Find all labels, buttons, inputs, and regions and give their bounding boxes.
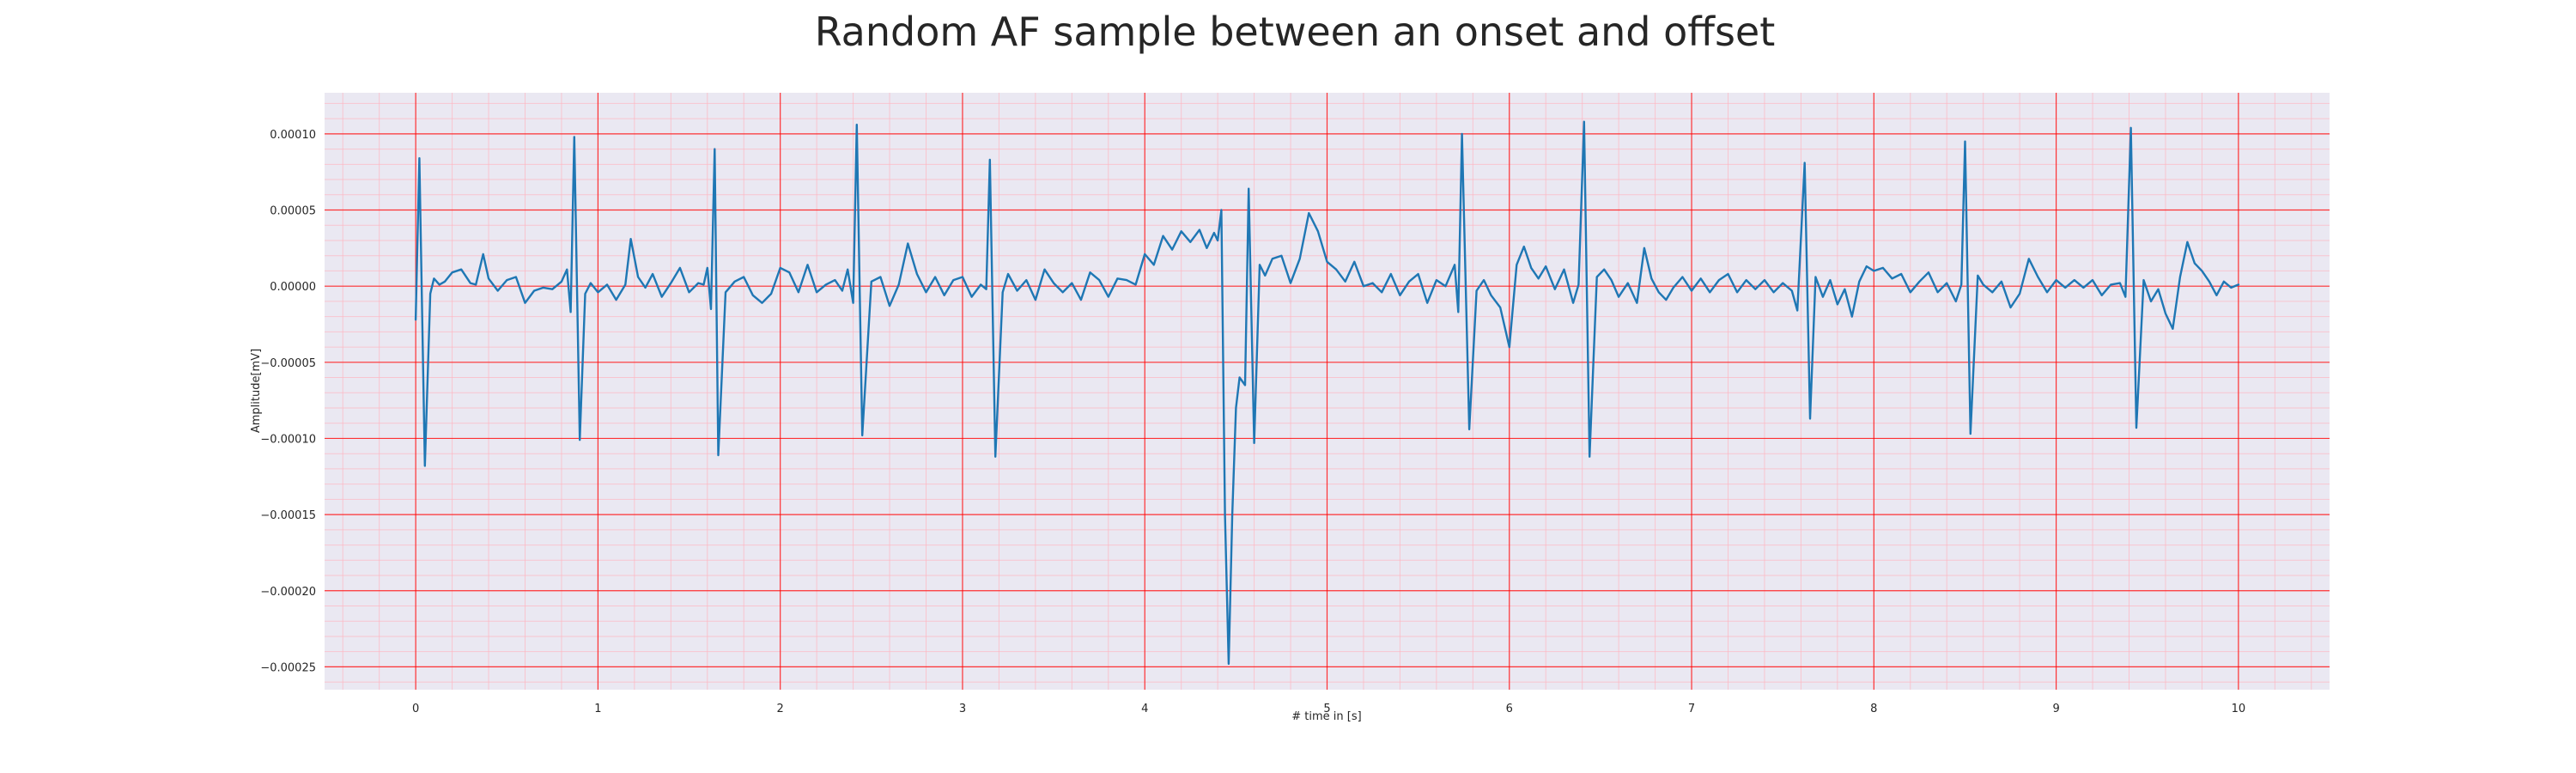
x-tick-label: 8 — [1870, 703, 1877, 715]
y-tick-label: −0.00015 — [260, 509, 316, 522]
x-tick-label: 5 — [1323, 703, 1330, 715]
y-tick-label: 0.00010 — [270, 129, 316, 142]
y-tick-label: −0.00025 — [260, 661, 316, 674]
chart-title: Random AF sample between an onset and of… — [815, 9, 1776, 55]
y-axis-label: Amplitude[mV] — [250, 349, 263, 433]
x-tick-label: 6 — [1506, 703, 1513, 715]
x-tick-label: 4 — [1141, 703, 1148, 715]
x-tick-label: 0 — [412, 703, 419, 715]
x-tick-label: 7 — [1688, 703, 1695, 715]
y-tick-label: −0.00005 — [260, 357, 316, 370]
major-grid — [325, 93, 2330, 690]
series-line-signal — [414, 120, 2240, 666]
x-tick-label: 3 — [959, 703, 966, 715]
x-tick-label: 10 — [2232, 703, 2246, 715]
x-tick-label: 9 — [2052, 703, 2059, 715]
x-tick-label: 1 — [594, 703, 601, 715]
y-tick-label: 0.00005 — [270, 205, 316, 218]
y-tick-label: −0.00010 — [260, 433, 316, 446]
x-axis-ticks: 0 1 2 3 4 5 6 7 8 9 10 — [412, 703, 2245, 715]
y-tick-label: 0.00000 — [270, 281, 316, 294]
x-axis-label: # time in [s] — [1291, 710, 1361, 723]
y-tick-label: −0.00020 — [260, 586, 316, 599]
y-axis-ticks: 0.00010 0.00005 0.00000 −0.00005 −0.00010 −0.… — [260, 129, 316, 675]
x-tick-label: 2 — [777, 703, 784, 715]
